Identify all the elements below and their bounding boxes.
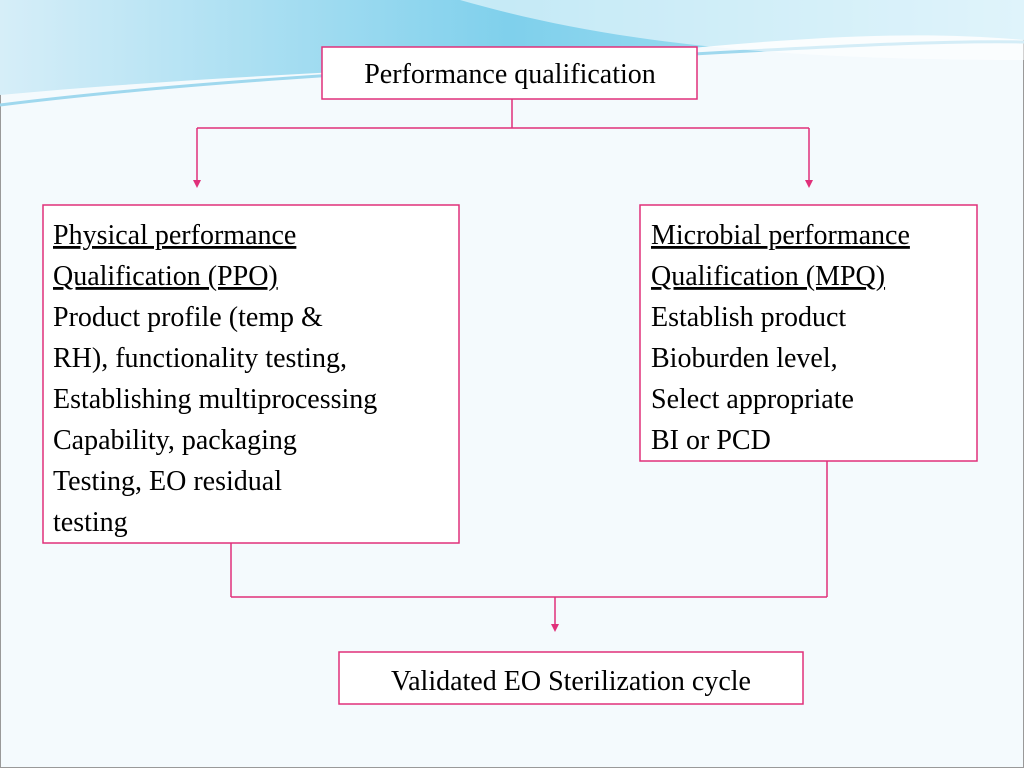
node-heading: Physical performance bbox=[53, 220, 296, 251]
node-line: testing bbox=[53, 507, 128, 538]
node-box bbox=[639, 204, 978, 462]
node-line: Bioburden level, bbox=[651, 343, 838, 374]
node-line: BI or PCD bbox=[651, 425, 771, 456]
node-label: Validated EO Sterilization cycle bbox=[391, 666, 751, 697]
node-heading: Microbial performance bbox=[651, 220, 910, 251]
node-box bbox=[338, 651, 804, 705]
node-box bbox=[321, 46, 698, 100]
node-label: Performance qualification bbox=[364, 59, 656, 90]
node-line: Establishing multiprocessing bbox=[53, 384, 377, 415]
node-line: Testing, EO residual bbox=[53, 466, 282, 497]
node-line: Capability, packaging bbox=[53, 425, 297, 456]
node-line: Select appropriate bbox=[651, 384, 854, 415]
node-line: Product profile (temp & bbox=[53, 302, 323, 333]
node-line: Establish product bbox=[651, 302, 846, 333]
node-text: Microbial performance Qualification (MPQ)… bbox=[651, 220, 910, 456]
node-heading: Qualification (MPQ) bbox=[651, 261, 885, 292]
node-line: RH), functionality testing, bbox=[53, 343, 347, 374]
node-heading: Qualification (PPO) bbox=[53, 261, 278, 292]
node-text: Physical performance Qualification (PPO) P… bbox=[53, 220, 377, 538]
node-box bbox=[42, 204, 460, 544]
connectors bbox=[193, 99, 828, 632]
wave-highlight bbox=[460, 0, 1024, 60]
